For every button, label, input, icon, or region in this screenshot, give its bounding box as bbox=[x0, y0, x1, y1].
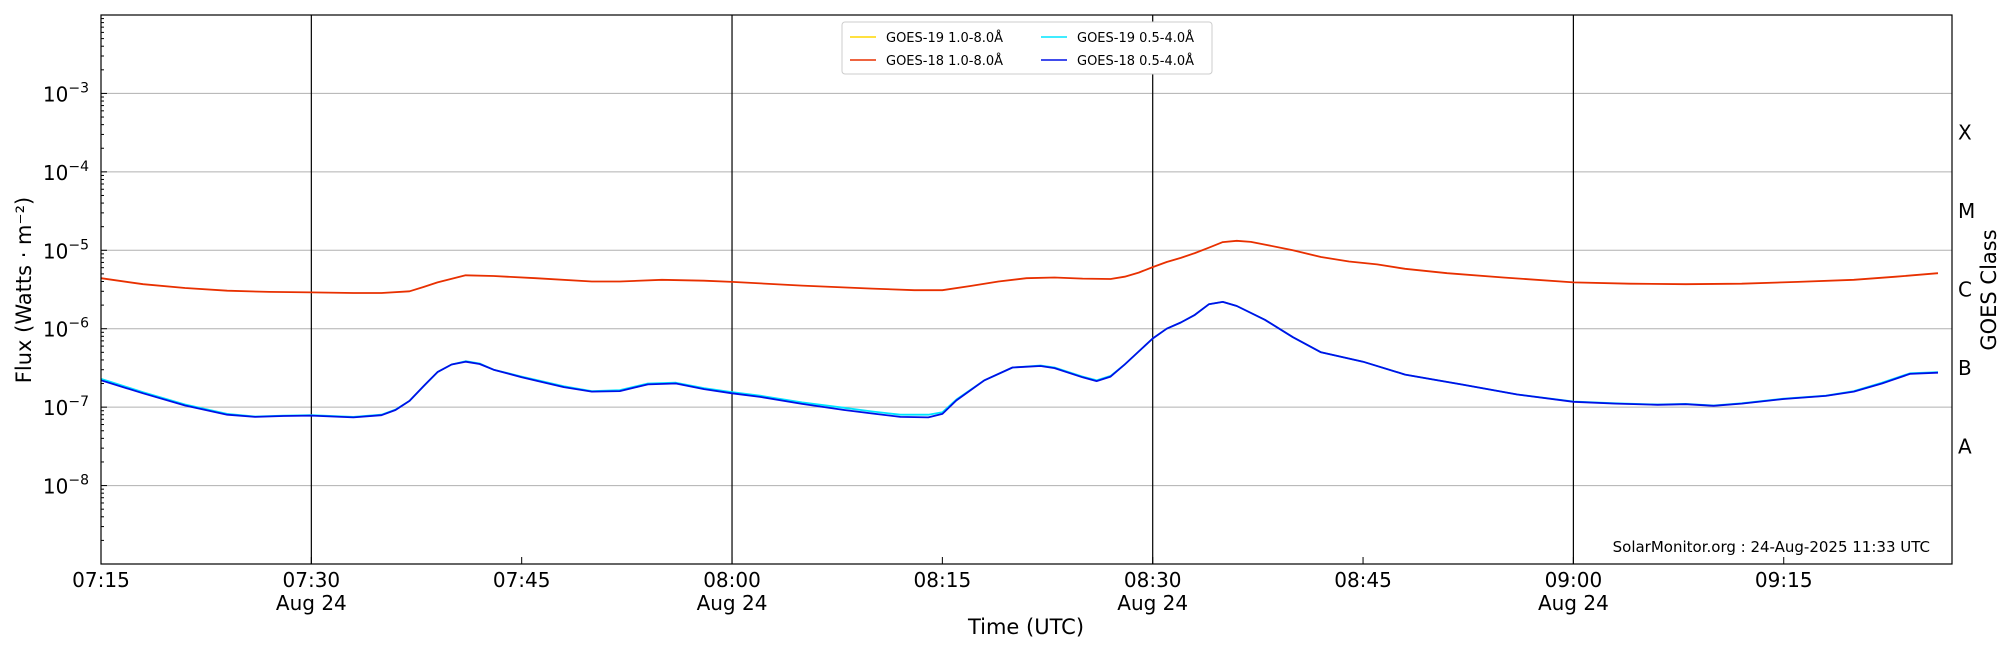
y-tick-label-base: 10 bbox=[43, 239, 68, 263]
y-tick-label: 10−6 bbox=[43, 316, 89, 342]
x-tick-label: 08:00 bbox=[703, 568, 761, 592]
goes-class-label: C bbox=[1958, 278, 1972, 302]
plot-frame bbox=[100, 14, 1953, 565]
y-tick-label: 10−3 bbox=[43, 80, 89, 106]
y-tick-label-base: 10 bbox=[43, 161, 68, 185]
legend-label: GOES-18 0.5-4.0Å bbox=[1077, 53, 1194, 69]
y-tick-layer: 10−810−710−610−510−410−3 bbox=[43, 18, 107, 541]
grid-layer bbox=[101, 92, 1952, 487]
x-tick-label: 09:00 bbox=[1545, 568, 1603, 592]
y-tick-label: 10−8 bbox=[43, 473, 89, 499]
y-tick-label: 10−4 bbox=[43, 159, 89, 185]
goes-class-label: M bbox=[1958, 199, 1975, 223]
credit-annotation: SolarMonitor.org : 24-Aug-2025 11:33 UTC bbox=[1613, 538, 1930, 556]
x-tick-date-label: Aug 24 bbox=[1117, 591, 1188, 615]
y2-axis-title: GOES Class bbox=[1977, 229, 2000, 350]
y-tick-label: 10−7 bbox=[43, 394, 89, 420]
series-layer bbox=[100, 239, 1939, 419]
y-tick-label-exponent: −5 bbox=[68, 237, 89, 253]
x-tick-date-label: Aug 24 bbox=[697, 591, 768, 615]
x-tick-label: 07:45 bbox=[493, 568, 551, 592]
legend-frame bbox=[841, 21, 1213, 75]
x-tick-label: 07:30 bbox=[283, 568, 341, 592]
x-tick-label: 09:15 bbox=[1755, 568, 1813, 592]
goes-class-layer: A B C M X bbox=[1958, 121, 1975, 459]
legend: GOES-19 1.0-8.0Å GOES-19 0.5-4.0Å GOES-18 … bbox=[841, 21, 1213, 75]
x-tick-label: 07:15 bbox=[72, 568, 130, 592]
x-tick-label: 08:45 bbox=[1334, 568, 1392, 592]
y-tick-label-base: 10 bbox=[43, 82, 68, 106]
x-axis-title: Time (UTC) bbox=[967, 615, 1084, 639]
x-tick-date-label: Aug 24 bbox=[1538, 591, 1609, 615]
y-tick-label-exponent: −7 bbox=[68, 394, 89, 410]
goes-class-label: B bbox=[1958, 356, 1972, 380]
series-line bbox=[100, 239, 1939, 294]
y-tick-label-exponent: −4 bbox=[68, 159, 89, 175]
goes-class-label: X bbox=[1958, 121, 1972, 145]
y-tick-label-exponent: −3 bbox=[68, 80, 89, 96]
vertical-marker-layer bbox=[310, 15, 1574, 564]
x-tick-label: 08:30 bbox=[1124, 568, 1182, 592]
y-tick-label-exponent: −8 bbox=[68, 473, 89, 489]
goes-class-label: A bbox=[1958, 434, 1972, 458]
y-tick-label-base: 10 bbox=[43, 396, 68, 420]
y-axis-title: Flux (Watts · m⁻²) bbox=[12, 197, 36, 383]
y-tick-label: 10−5 bbox=[43, 237, 89, 263]
legend-label: GOES-18 1.0-8.0Å bbox=[886, 53, 1003, 69]
series-line bbox=[100, 301, 1939, 419]
y-tick-label-base: 10 bbox=[43, 318, 68, 342]
y-tick-label-base: 10 bbox=[43, 475, 68, 499]
y-tick-label-exponent: −6 bbox=[68, 316, 89, 332]
x-tick-label: 08:15 bbox=[914, 568, 972, 592]
x-tick-date-label: Aug 24 bbox=[276, 591, 347, 615]
legend-label: GOES-19 1.0-8.0Å bbox=[886, 30, 1003, 46]
legend-label: GOES-19 0.5-4.0Å bbox=[1077, 30, 1194, 46]
